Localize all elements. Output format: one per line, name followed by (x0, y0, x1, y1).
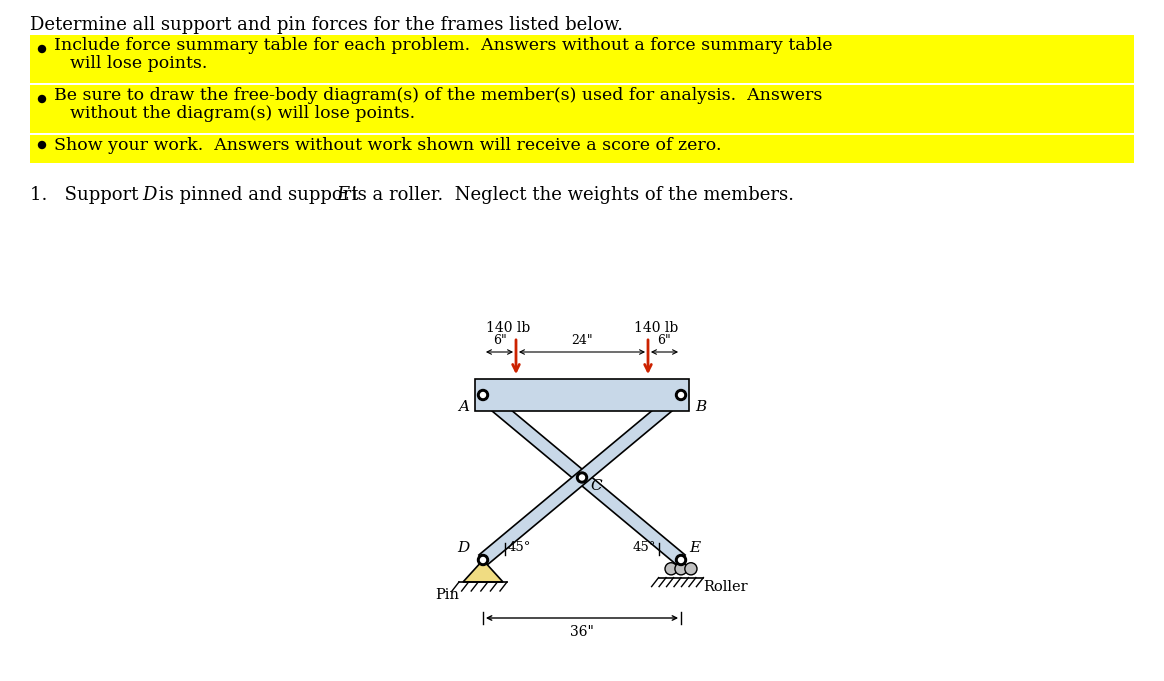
Bar (30, 135, 1134, 163)
Circle shape (477, 554, 489, 565)
Text: is pinned and support: is pinned and support (152, 186, 364, 204)
Circle shape (675, 390, 687, 400)
Text: Roller: Roller (703, 580, 747, 594)
Text: 1.   Support: 1. Support (30, 186, 144, 204)
Circle shape (580, 475, 584, 480)
Text: Be sure to draw the free-body diagram(s) of the member(s) used for analysis.  An: Be sure to draw the free-body diagram(s)… (54, 87, 823, 104)
Circle shape (684, 563, 697, 575)
Text: A: A (457, 400, 469, 414)
Circle shape (675, 563, 687, 575)
Text: 6": 6" (658, 334, 672, 347)
Circle shape (675, 554, 687, 565)
Circle shape (38, 142, 45, 148)
Polygon shape (478, 390, 686, 565)
Circle shape (481, 558, 485, 563)
Bar (475, 379, 689, 411)
Text: 36": 36" (570, 625, 594, 639)
Polygon shape (463, 560, 503, 582)
Circle shape (665, 563, 677, 575)
Text: 24": 24" (572, 334, 592, 347)
Text: 140 lb: 140 lb (485, 321, 530, 335)
Text: Determine all support and pin forces for the frames listed below.: Determine all support and pin forces for… (30, 16, 623, 34)
Text: Pin: Pin (435, 588, 459, 602)
Text: D: D (142, 186, 156, 204)
Text: E: E (689, 541, 700, 555)
Circle shape (576, 472, 588, 483)
Circle shape (481, 392, 485, 398)
Text: 45°: 45° (632, 541, 656, 554)
Text: will lose points.: will lose points. (70, 55, 207, 72)
Circle shape (38, 95, 45, 103)
Text: C: C (590, 479, 602, 494)
Text: without the diagram(s) will lose points.: without the diagram(s) will lose points. (70, 105, 416, 122)
Text: is a roller.  Neglect the weights of the members.: is a roller. Neglect the weights of the … (346, 186, 794, 204)
Text: 140 lb: 140 lb (634, 321, 679, 335)
Bar (30, 85, 1134, 133)
Text: Show your work.  Answers without work shown will receive a score of zero.: Show your work. Answers without work sho… (54, 137, 722, 154)
Bar (30, 35, 1134, 83)
Text: 45°: 45° (508, 541, 532, 554)
Circle shape (679, 392, 683, 398)
Text: D: D (456, 541, 469, 555)
Text: B: B (695, 400, 707, 414)
Circle shape (679, 558, 683, 563)
Text: 6": 6" (492, 334, 506, 347)
Circle shape (477, 390, 489, 400)
Circle shape (38, 46, 45, 52)
Text: Include force summary table for each problem.  Answers without a force summary t: Include force summary table for each pro… (54, 37, 832, 54)
Polygon shape (478, 390, 686, 565)
Text: E: E (336, 186, 349, 204)
